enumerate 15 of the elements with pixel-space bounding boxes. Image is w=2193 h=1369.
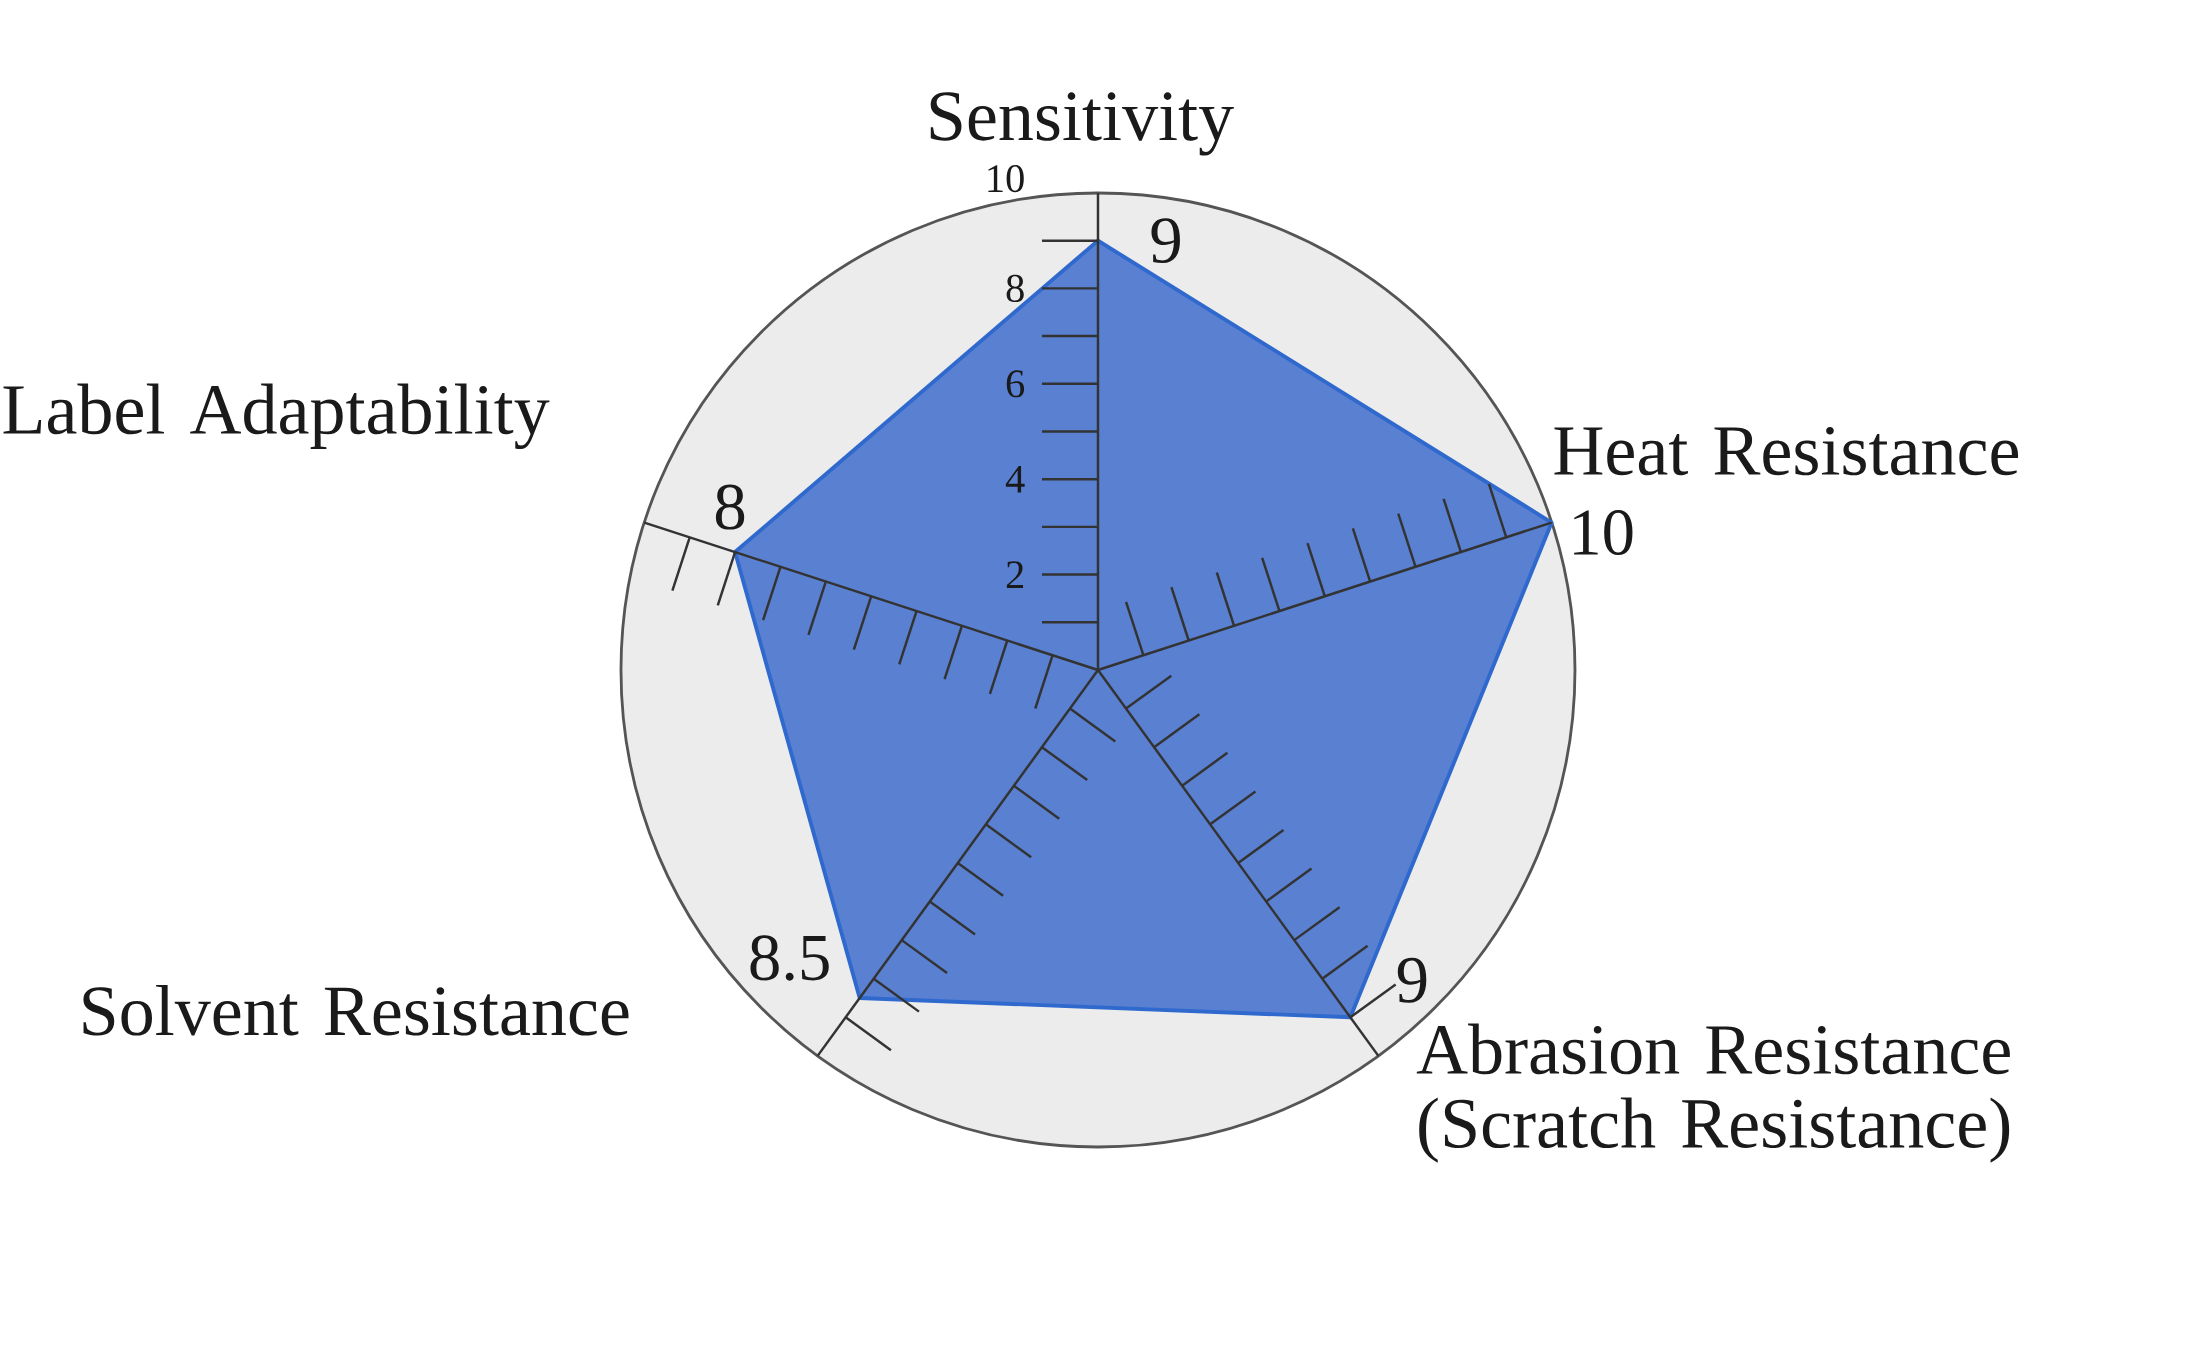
spoke-label: Sensitivity (930, 92, 1234, 156)
data-label: 9 (1151, 218, 1180, 264)
y-tick-label: 10 (988, 165, 1024, 193)
spoke-label: Heat Resistance (1554, 426, 2019, 476)
data-label: 9 (1397, 957, 1427, 1003)
data-label: 8 (715, 484, 745, 530)
data-label: 8.5 (750, 935, 829, 981)
y-tick-label: 4 (1005, 465, 1025, 493)
spoke-label: Solvent Resistance (83, 984, 629, 1036)
data-label: 10 (1574, 510, 1633, 556)
spoke-label: Label Adaptability (3, 383, 550, 450)
y-tick-label: 8 (1006, 274, 1024, 303)
spoke-label: Abrasion Resistance (Scratch Resistance) (1416, 1023, 2010, 1163)
y-tick-label: 6 (1006, 370, 1025, 398)
y-tick-label: 2 (1006, 561, 1024, 588)
